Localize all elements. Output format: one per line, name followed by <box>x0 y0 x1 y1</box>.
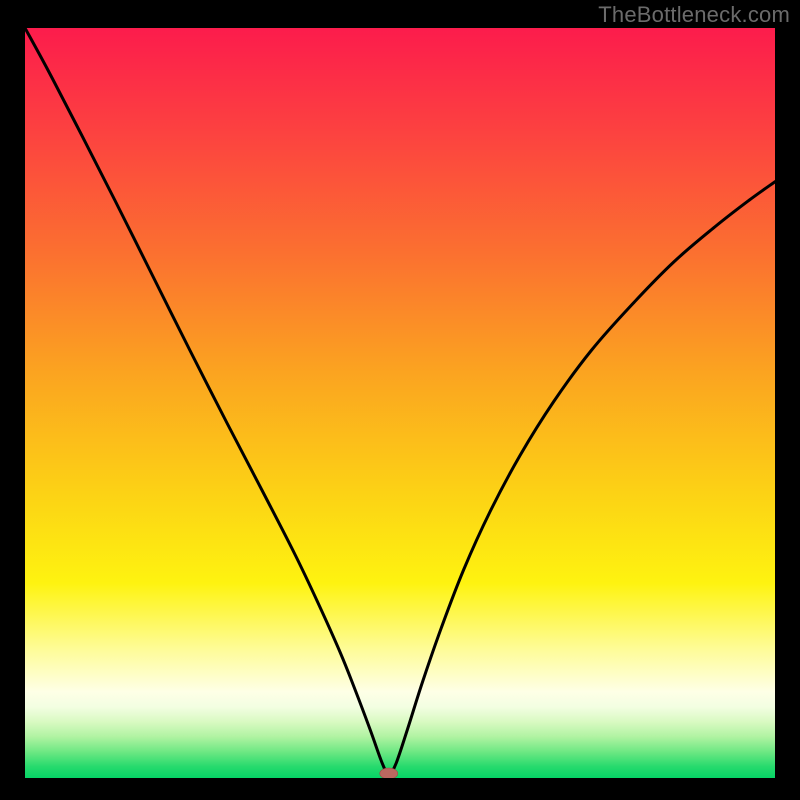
bottleneck-chart <box>25 28 775 778</box>
minimum-marker <box>380 768 398 778</box>
chart-frame: { "watermark": { "text": "TheBottleneck.… <box>0 0 800 800</box>
watermark-text: TheBottleneck.com <box>598 2 790 28</box>
gradient-panel <box>25 28 775 778</box>
